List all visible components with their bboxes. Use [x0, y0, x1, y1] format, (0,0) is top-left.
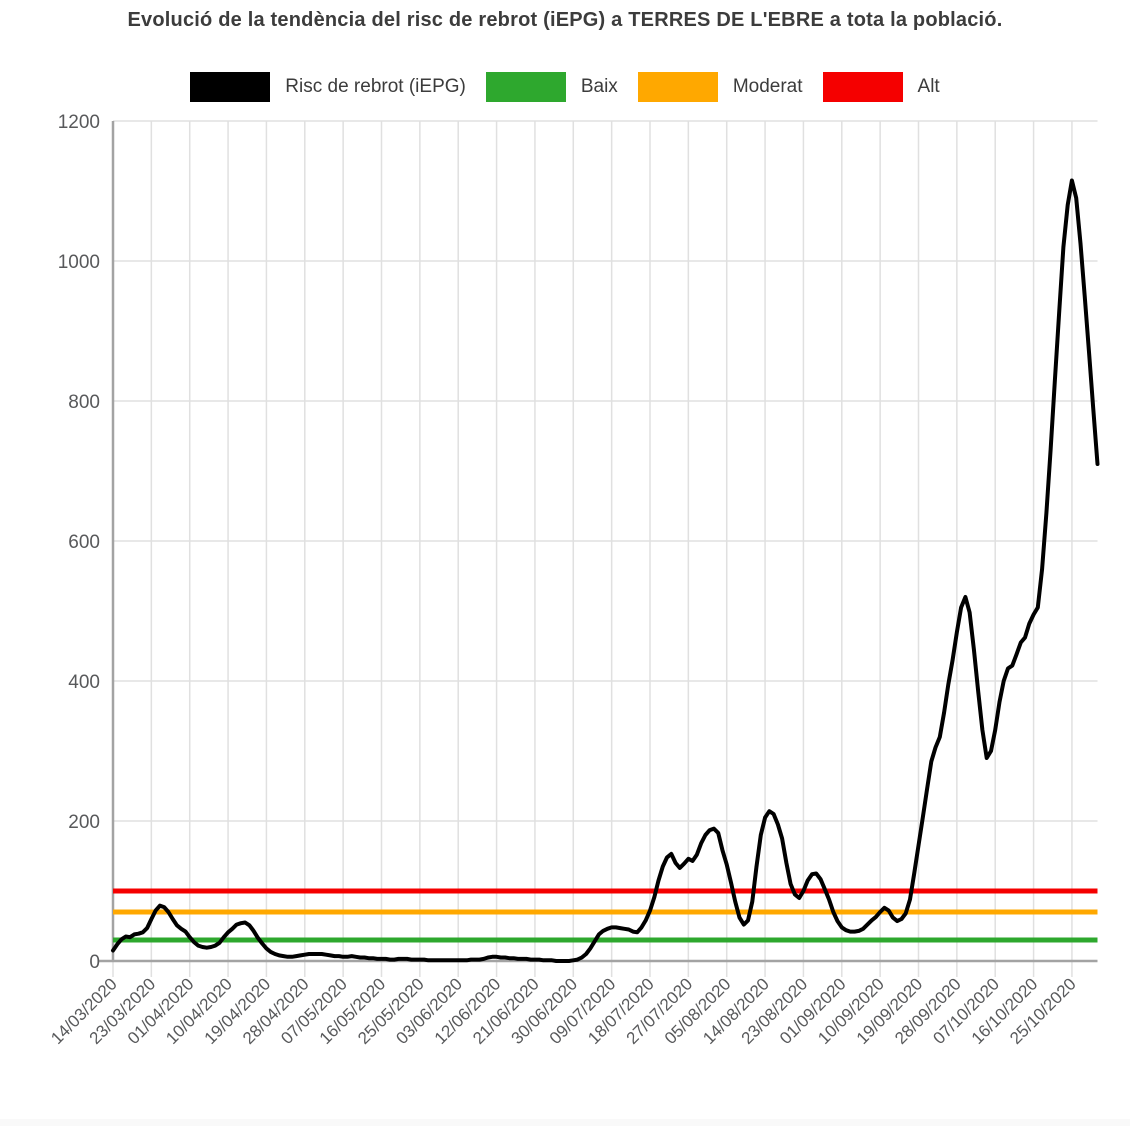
y-tick-label-1000: 1000 — [58, 252, 100, 273]
legend-item-0: Risc de rebrot (iEPG) — [190, 72, 466, 102]
legend-swatch-0 — [190, 72, 271, 102]
legend-swatch-2 — [637, 72, 718, 102]
chart-title: Evolució de la tendència del risc de reb… — [127, 9, 1003, 31]
y-tick-label-400: 400 — [68, 672, 100, 693]
legend-swatch-3 — [822, 72, 903, 102]
iepg-series-line — [111, 178, 1100, 963]
legend-item-3: Alt — [822, 72, 940, 102]
legend-swatch-1 — [485, 72, 566, 102]
legend-label-1: Baix — [580, 76, 618, 97]
chart-legend: Risc de rebrot (iEPG) Baix Moderat Alt — [0, 71, 1130, 103]
y-tick-label-200: 200 — [68, 812, 100, 833]
legend-item-1: Baix — [485, 72, 618, 102]
legend-label-2: Moderat — [732, 76, 803, 97]
y-tick-label-0: 0 — [89, 952, 100, 973]
legend-item-2: Moderat — [637, 72, 803, 102]
legend-label-0: Risc de rebrot (iEPG) — [285, 76, 466, 97]
y-tick-label-600: 600 — [68, 532, 100, 553]
bottom-strip — [0, 1119, 1130, 1126]
legend-label-3: Alt — [917, 76, 940, 97]
y-tick-label-800: 800 — [68, 392, 100, 413]
y-tick-label-1200: 1200 — [58, 112, 100, 133]
